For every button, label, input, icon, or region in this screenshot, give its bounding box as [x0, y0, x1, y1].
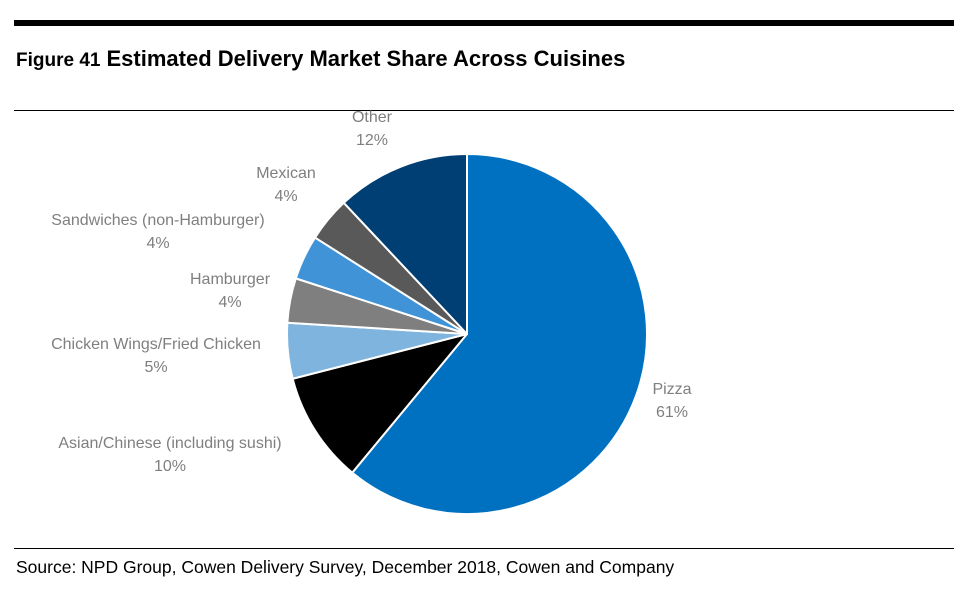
slice-label-other: Other [352, 109, 393, 126]
slice-label-hamburger: Hamburger [190, 271, 271, 288]
slice-label-asian-chinese-including-sushi: Asian/Chinese (including sushi) [58, 435, 281, 452]
pie-slice-pizza [351, 153, 648, 515]
slice-value-hamburger: 4% [218, 294, 241, 311]
lower-divider [14, 548, 954, 549]
pie-slice-asian-chinese-including-sushi [291, 333, 468, 474]
slice-value-chicken-wings-fried-chicken: 5% [144, 359, 167, 376]
slice-value-mexican: 4% [274, 188, 297, 205]
slice-label-chicken-wings-fried-chicken: Chicken Wings/Fried Chicken [51, 336, 261, 353]
slice-value-asian-chinese-including-sushi: 10% [154, 458, 186, 475]
slice-value-other: 12% [356, 132, 388, 149]
figure-title-text: Estimated Delivery Market Share Across C… [106, 46, 626, 71]
upper-divider [14, 110, 954, 111]
figure-number: Figure 41 [16, 50, 101, 71]
slice-label-mexican: Mexican [256, 165, 316, 182]
source-note: Source: NPD Group, Cowen Delivery Survey… [16, 557, 675, 577]
pie-slice-other [342, 153, 468, 335]
pie-labels: Pizza 61% Asian/Chinese (including sushi) 1… [51, 109, 692, 475]
slice-label-pizza: Pizza [652, 381, 691, 398]
slice-value-sandwiches-non-hamburger: 4% [146, 235, 169, 252]
top-rule [14, 20, 954, 26]
pie-slices [286, 153, 648, 515]
slice-value-pizza: 61% [656, 404, 688, 421]
slice-label-sandwiches-non-hamburger: Sandwiches (non-Hamburger) [51, 212, 264, 229]
figure-title: Figure 41 Estimated Delivery Market Share… [16, 46, 625, 72]
